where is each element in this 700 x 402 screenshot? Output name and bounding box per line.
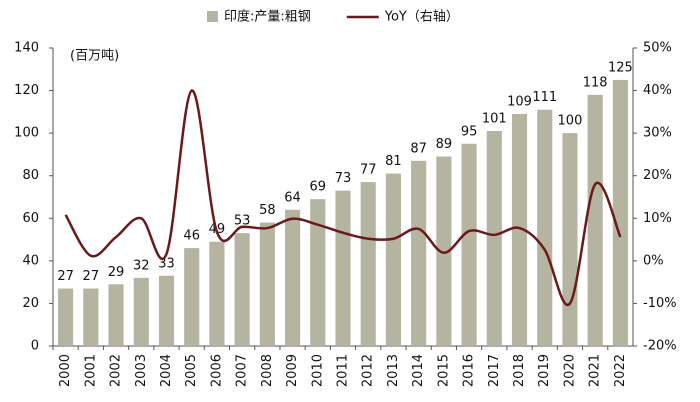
- bar-value-label: 32: [133, 258, 150, 273]
- legend-label: YoY（右轴）: [384, 10, 459, 25]
- bar-value-label: 95: [461, 124, 478, 139]
- x-tick-label: 2002: [109, 354, 124, 387]
- x-tick-label: 2018: [512, 354, 527, 387]
- bar: [58, 288, 74, 346]
- y2-tick-label: -10%: [643, 296, 677, 311]
- bar: [310, 199, 326, 346]
- x-tick-label: 2008: [260, 354, 275, 387]
- x-tick-label: 2001: [83, 354, 98, 387]
- x-tick-label: 2017: [487, 354, 502, 387]
- bar: [285, 209, 301, 346]
- bar-value-label: 81: [385, 154, 402, 169]
- x-tick-label: 2006: [209, 354, 224, 387]
- x-tick-label: 2007: [235, 354, 250, 387]
- bar-value-label: 87: [410, 141, 427, 156]
- x-tick-label: 2005: [184, 354, 199, 387]
- bar: [385, 173, 401, 346]
- x-tick-label: 2021: [588, 354, 603, 387]
- y2-tick-label: 30%: [643, 126, 672, 141]
- bar: [108, 284, 124, 346]
- bar: [612, 79, 628, 346]
- x-tick-label: 2015: [436, 354, 451, 387]
- bar: [562, 133, 578, 346]
- y-tick-label: 100: [14, 126, 39, 141]
- x-tick-label: 2020: [562, 354, 577, 387]
- y-tick-label: 40: [22, 253, 39, 268]
- bar: [158, 275, 175, 346]
- bar-value-label: 69: [310, 180, 327, 195]
- x-tick-label: 2004: [159, 354, 174, 387]
- x-tick-label: 2014: [411, 354, 426, 387]
- bar: [511, 113, 528, 346]
- y-tick-label: 140: [14, 41, 39, 56]
- bar-value-label: 27: [57, 269, 74, 284]
- bar: [133, 277, 149, 346]
- y-tick-label: 20: [22, 296, 39, 311]
- y-tick-label: 60: [22, 211, 39, 226]
- bar-value-label: 125: [608, 60, 633, 75]
- bar-value-label: 101: [482, 112, 507, 127]
- bar: [537, 109, 553, 346]
- x-tick-label: 2003: [134, 354, 149, 387]
- bar-value-label: 29: [108, 265, 125, 280]
- y-tick-label: 120: [14, 83, 39, 98]
- x-tick-label: 2019: [537, 354, 552, 387]
- x-tick-label: 2009: [285, 354, 300, 387]
- bar: [335, 190, 351, 346]
- bar: [486, 131, 502, 346]
- bar-value-label: 58: [259, 203, 276, 218]
- bar-value-label: 89: [436, 137, 453, 152]
- x-tick-label: 2012: [361, 354, 376, 387]
- x-tick-label: 2022: [613, 354, 628, 387]
- x-tick-label: 2016: [462, 354, 477, 387]
- y2-tick-label: -20%: [643, 339, 677, 354]
- bar-value-label: 118: [583, 75, 608, 90]
- bar-value-label: 111: [532, 90, 557, 105]
- y-tick-label: 0: [31, 339, 39, 354]
- bar-value-label: 109: [507, 94, 532, 109]
- bar: [436, 156, 452, 346]
- bar: [360, 182, 376, 346]
- bar-value-label: 64: [284, 190, 301, 205]
- legend-swatch: [207, 11, 218, 22]
- y2-tick-label: 10%: [643, 211, 672, 226]
- y2-tick-label: 20%: [643, 168, 672, 183]
- bar: [209, 241, 225, 346]
- y-tick-label: 80: [22, 168, 39, 183]
- bar: [587, 94, 603, 346]
- bar-value-label: 27: [83, 269, 100, 284]
- line: [64, 89, 622, 307]
- x-tick-label: 2000: [58, 354, 73, 387]
- x-tick-label: 2011: [336, 354, 351, 387]
- bar-value-label: 77: [360, 163, 377, 178]
- bar: [234, 233, 250, 346]
- bar-value-label: 46: [183, 229, 200, 244]
- bar-value-label: 53: [234, 214, 251, 229]
- y-unit-label: (百万吨): [70, 49, 119, 64]
- y2-tick-label: 0%: [643, 253, 664, 268]
- bar: [461, 143, 477, 346]
- x-tick-label: 2013: [386, 354, 401, 387]
- bar: [411, 160, 427, 346]
- y2-tick-label: 50%: [643, 41, 672, 56]
- bar-value-label: 73: [335, 171, 352, 186]
- bar: [184, 248, 200, 346]
- legend-label: 印度:产量:粗钢: [224, 9, 311, 25]
- x-tick-label: 2010: [310, 354, 325, 387]
- bar-value-label: 100: [558, 114, 583, 129]
- y2-tick-label: 40%: [643, 83, 672, 98]
- bar: [83, 288, 99, 346]
- bar: [259, 222, 275, 346]
